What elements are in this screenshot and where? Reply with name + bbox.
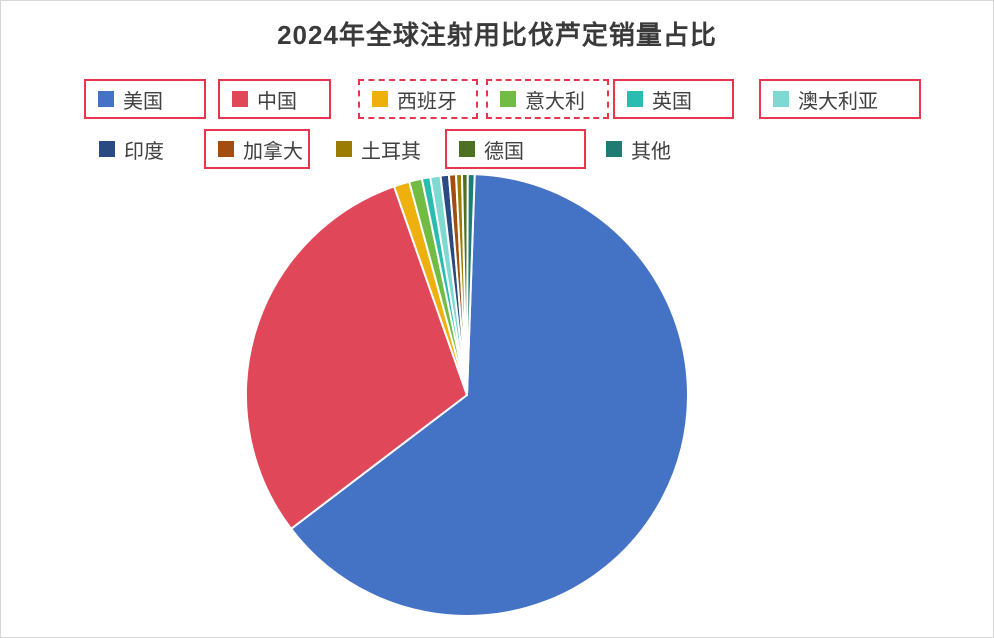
legend-swatch-uk <box>627 91 643 107</box>
pie-chart-area <box>244 172 690 618</box>
legend-swatch-italy <box>500 91 516 107</box>
legend-item-india: 印度 <box>87 129 187 169</box>
legend-item-usa: 美国 <box>84 79 206 119</box>
legend-item-other: 其他 <box>594 129 694 169</box>
legend-item-turkey: 土耳其 <box>324 129 434 169</box>
legend-item-germany: 德国 <box>445 129 586 169</box>
legend-item-italy: 意大利 <box>486 79 609 119</box>
legend-swatch-other <box>606 141 622 157</box>
legend-swatch-australia <box>773 91 789 107</box>
legend-label-turkey: 土耳其 <box>361 140 421 163</box>
legend-label-uk: 英国 <box>652 90 692 113</box>
legend-item-uk: 英国 <box>613 79 734 119</box>
legend-label-other: 其他 <box>631 140 671 163</box>
legend-swatch-canada <box>218 141 234 157</box>
legend-swatch-germany <box>459 141 475 157</box>
legend-swatch-china <box>232 91 248 107</box>
legend-label-spain: 西班牙 <box>397 90 457 113</box>
legend-label-india: 印度 <box>124 140 164 163</box>
legend-label-china: 中国 <box>257 90 297 113</box>
legend-item-spain: 西班牙 <box>358 79 478 119</box>
legend-swatch-spain <box>372 91 388 107</box>
legend-item-china: 中国 <box>218 79 331 119</box>
pie-slice-usa <box>290 173 689 617</box>
legend-item-australia: 澳大利亚 <box>759 79 921 119</box>
legend-swatch-turkey <box>336 141 352 157</box>
legend-swatch-usa <box>98 91 114 107</box>
legend-label-italy: 意大利 <box>525 90 585 113</box>
legend-swatch-india <box>99 141 115 157</box>
legend-label-germany: 德国 <box>484 140 524 163</box>
legend-label-australia: 澳大利亚 <box>798 90 878 113</box>
pie-slice-other <box>466 173 476 396</box>
chart-title: 2024年全球注射用比伐芦定销量占比 <box>277 20 717 50</box>
legend-label-usa: 美国 <box>123 90 163 113</box>
pie-slice-china <box>245 185 468 530</box>
pie-chart <box>245 172 689 617</box>
legend-label-canada: 加拿大 <box>243 140 303 163</box>
legend-item-canada: 加拿大 <box>204 129 310 169</box>
